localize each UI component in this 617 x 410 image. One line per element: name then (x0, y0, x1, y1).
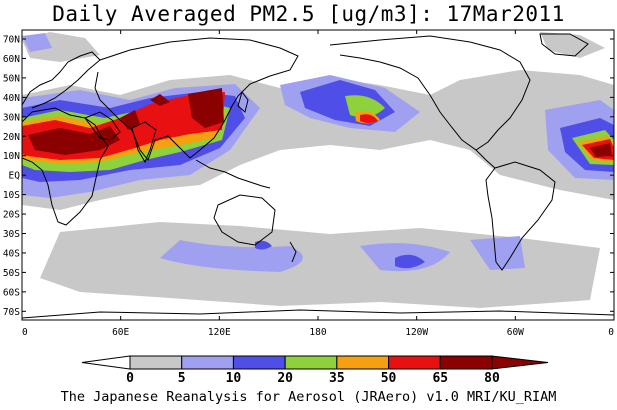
pm25-field (22, 32, 614, 308)
lat-tick-label: 50S (3, 268, 20, 279)
asia-outline (94, 37, 299, 162)
colorbar-label: 20 (277, 371, 293, 386)
india-outline (131, 121, 157, 164)
colorbar-arrow-high (491, 355, 549, 370)
colorbar-label: 80 (484, 371, 500, 386)
new-zealand-outline (289, 241, 297, 263)
colorbar-segment (181, 355, 234, 370)
map-title: Daily Averaged PM2.5 [ug/m3]: 17Mar2011 (52, 2, 565, 26)
lon-tick-label: 0 (22, 327, 28, 338)
colorbar-label: 5 (178, 371, 186, 386)
japan-outline (237, 90, 249, 113)
colorbar-segment (439, 355, 493, 370)
colorbar-label: 35 (329, 371, 345, 386)
colorbar-segment (336, 355, 390, 370)
colorbar-arrow-low (81, 355, 131, 370)
lat-tick-label: 70N (3, 35, 20, 46)
lon-tick-label: 60W (507, 327, 524, 338)
lat-tick-label: 60N (3, 54, 20, 65)
lat-tick-label: 70S (3, 307, 20, 318)
colorbar-label: 65 (432, 371, 448, 386)
colorbar-label: 50 (381, 371, 397, 386)
colorbar-segment (129, 355, 183, 370)
latitude-axis: 70N 60N 50N 40N 30N 20N 10N EQ 10S 20S 30S 40S 50S 60… (3, 35, 614, 318)
colorbar-segment (284, 355, 338, 370)
lat-tick-label: 30S (3, 229, 20, 240)
colorbar-label: 10 (226, 371, 242, 386)
arabia-outline (84, 111, 121, 141)
europe-outline (22, 51, 101, 109)
north-america-outline (329, 35, 531, 151)
lat-tick-label: 30N (3, 112, 20, 123)
lat-tick-label: 20S (3, 210, 20, 221)
coastlines (22, 33, 614, 319)
colorbar: 0 5 10 20 35 50 65 80 (81, 355, 549, 386)
antarctica-outline (22, 309, 614, 319)
australia-outline (213, 194, 276, 246)
lat-tick-label: 10N (3, 151, 20, 162)
se-asia-islands-outline (195, 159, 271, 189)
map-plot-area (22, 30, 614, 320)
lat-tick-label: 60S (3, 287, 20, 298)
africa-outline (22, 107, 109, 226)
colorbar-segment (388, 355, 441, 370)
lat-tick-label: 50N (3, 73, 20, 84)
lon-tick-label: 60E (112, 327, 129, 338)
lon-tick-label: 0 (608, 327, 614, 338)
south-america-outline (485, 161, 556, 271)
lat-tick-label: 40S (3, 248, 20, 259)
colorbar-segment (232, 355, 286, 370)
longitude-axis: 0 60E 120E 180 120W 60W 0 (21, 30, 615, 338)
colorbar-label: 0 (126, 371, 134, 386)
lat-tick-label: EQ (9, 171, 21, 182)
greenland-outline (539, 33, 589, 57)
lon-tick-label: 120E (208, 327, 231, 338)
lat-tick-label: 20N (3, 132, 20, 143)
footer-caption: The Japanese Reanalysis for Aerosol (JRA… (60, 389, 557, 405)
central-america-outline (475, 149, 496, 169)
lon-tick-label: 120W (405, 327, 428, 338)
lat-tick-label: 10S (3, 190, 20, 201)
lat-tick-label: 40N (3, 93, 20, 104)
lon-tick-label: 180 (309, 327, 326, 338)
